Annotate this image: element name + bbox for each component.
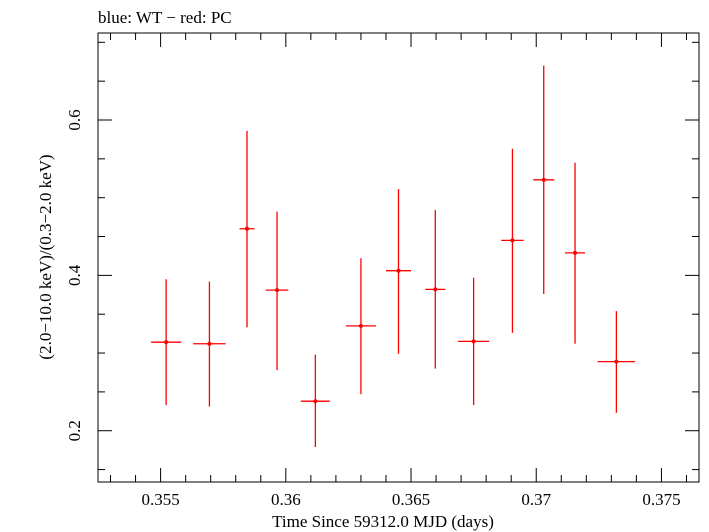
- point-marker: [573, 250, 578, 255]
- point-marker: [207, 341, 212, 346]
- y-axis-label: (2.0−10.0 keV)/(0.3−2.0 keV): [36, 154, 55, 359]
- data-point: [300, 354, 330, 448]
- chart-title: blue: WT − red: PC: [98, 8, 232, 27]
- y-tick-label: 0.4: [65, 264, 84, 286]
- x-tick-label: 0.365: [392, 490, 430, 509]
- point-marker: [275, 288, 280, 293]
- data-point: [425, 210, 446, 369]
- x-tick-label: 0.355: [141, 490, 179, 509]
- data-point: [385, 189, 412, 354]
- x-axis-ticks: 0.355 0.36 0.365 0.37 0.375: [110, 33, 687, 509]
- data-point: [597, 311, 636, 413]
- point-marker: [433, 287, 438, 292]
- data-point: [565, 162, 586, 344]
- data-point: [345, 258, 376, 395]
- point-marker: [396, 268, 401, 273]
- data-point: [458, 277, 490, 406]
- x-tick-label: 0.36: [271, 490, 301, 509]
- data-point: [501, 148, 524, 333]
- point-marker: [358, 323, 363, 328]
- point-marker: [510, 238, 515, 243]
- y-tick-label: 0.6: [65, 109, 84, 130]
- point-marker: [471, 339, 476, 344]
- point-marker: [244, 226, 249, 231]
- data-points: [151, 65, 636, 448]
- y-axis-ticks: 0.2 0.4 0.6: [65, 41, 699, 471]
- point-marker: [164, 340, 169, 345]
- data-point: [151, 279, 182, 406]
- point-marker: [614, 359, 619, 364]
- data-point: [533, 65, 555, 295]
- x-axis-label: Time Since 59312.0 MJD (days): [272, 512, 494, 531]
- data-point: [193, 281, 226, 407]
- plot-frame: [97, 32, 700, 483]
- point-marker: [313, 399, 318, 404]
- x-tick-label: 0.37: [521, 490, 551, 509]
- x-tick-label: 0.375: [642, 490, 680, 509]
- y-tick-label: 0.2: [65, 420, 84, 441]
- data-point: [239, 130, 255, 328]
- data-point: [265, 211, 289, 371]
- point-marker: [541, 177, 546, 182]
